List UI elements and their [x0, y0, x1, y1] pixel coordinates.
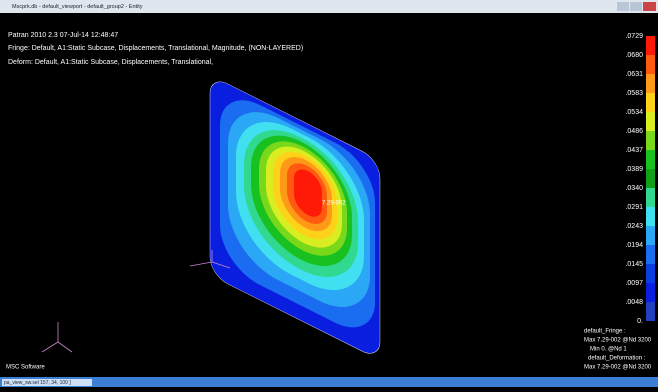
- status-text: pa_view_sw.sel 157, 34, 100 ]: [4, 380, 71, 386]
- legend-label: .0048: [625, 299, 643, 306]
- summary-line: default_Deformation :: [588, 356, 646, 362]
- legend-label: .0097: [625, 280, 643, 287]
- legend-swatch: [646, 207, 655, 226]
- legend-swatch: [646, 93, 655, 112]
- legend-label: .0194: [625, 242, 643, 249]
- legend-swatch: [646, 226, 655, 245]
- summary-line: Max 7.29-002 @Nd 3200: [584, 365, 652, 371]
- legend-swatch: [646, 112, 655, 131]
- legend-label: .0729: [625, 33, 643, 40]
- summary-line: Min 0. @Nd 1: [590, 347, 627, 353]
- legend-swatch: [646, 150, 655, 169]
- legend-label: .0389: [625, 166, 643, 173]
- legend-label: .0631: [625, 71, 643, 78]
- maximize-button[interactable]: [630, 2, 642, 11]
- legend-label: .0680: [625, 52, 643, 59]
- status-bar: [0, 377, 658, 387]
- legend-swatch: [646, 74, 655, 93]
- legend-label: .0583: [625, 90, 643, 97]
- legend-swatch: [646, 283, 655, 302]
- legend-label: .0145: [625, 261, 643, 268]
- screen: Mscprk.db - default_viewport - default_g…: [0, 0, 658, 387]
- minimize-button[interactable]: [617, 2, 629, 11]
- legend-swatch: [646, 264, 655, 283]
- legend-swatch: [646, 245, 655, 264]
- summary-line: Max 7.29-002 @Nd 3200: [584, 338, 652, 344]
- legend-label: .0243: [625, 223, 643, 230]
- legend-swatch: [646, 302, 655, 321]
- legend-label: .0534: [625, 109, 643, 116]
- header-line: Deform: Default, A1:Static Subcase, Disp…: [8, 59, 213, 66]
- window-title: Mscprk.db - default_viewport - default_g…: [12, 4, 143, 10]
- header-line: Patran 2010 2.3 07-Jul-14 12:48:47: [8, 32, 118, 39]
- legend-swatch: [646, 131, 655, 150]
- branding: MSC Software: [6, 365, 45, 371]
- legend-label: .0486: [625, 128, 643, 135]
- summary-line: default_Fringe :: [584, 329, 626, 335]
- close-button[interactable]: [643, 2, 656, 11]
- page: Mscprk.db - default_viewport - default_g…: [0, 0, 658, 387]
- legend-label: .0291: [625, 204, 643, 211]
- header-line: Fringe: Default, A1:Static Subcase, Disp…: [8, 45, 303, 52]
- legend-swatch: [646, 55, 655, 74]
- legend-label: .0340: [625, 185, 643, 192]
- legend-label: 0.: [637, 318, 643, 325]
- legend-swatch: [646, 169, 655, 188]
- legend-swatch: [646, 36, 655, 55]
- legend-swatch: [646, 188, 655, 207]
- max-label: 7.29-002: [322, 201, 346, 207]
- legend-label: .0437: [625, 147, 643, 154]
